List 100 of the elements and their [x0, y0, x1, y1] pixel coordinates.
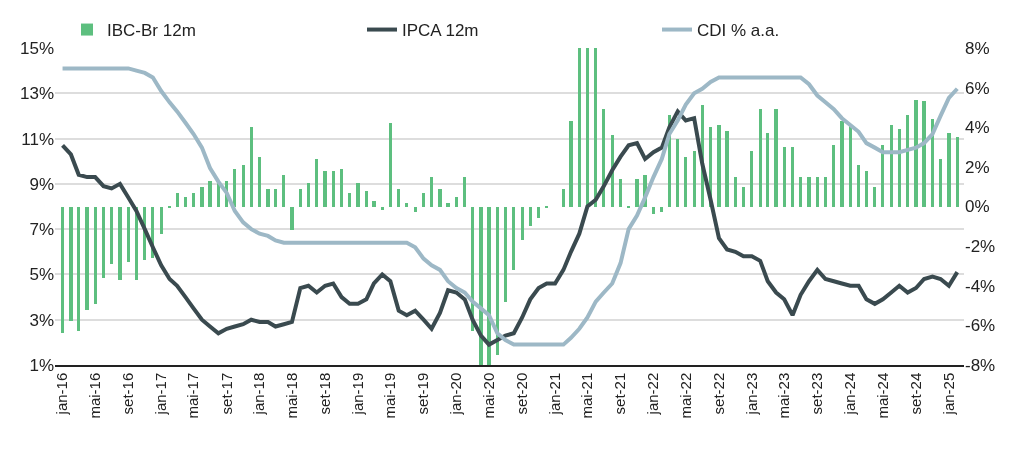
bar	[438, 189, 442, 207]
y2-tick-label: 2%	[965, 157, 990, 177]
bar	[774, 109, 778, 207]
x-tick-label: jan-17	[152, 372, 170, 416]
bar	[898, 129, 901, 207]
x-tick-label: jan-22	[644, 372, 662, 416]
bar	[676, 139, 679, 207]
bar	[422, 193, 425, 207]
bar	[537, 207, 540, 218]
y-tick-label: 11%	[21, 129, 54, 149]
y2-tick-label: -2%	[965, 237, 996, 257]
bar	[446, 203, 450, 207]
x-tick-label: mai-21	[578, 372, 596, 419]
bar	[94, 207, 97, 304]
bar	[282, 175, 285, 207]
bar	[430, 177, 433, 207]
bar	[266, 189, 270, 207]
bar	[61, 207, 64, 333]
bar	[906, 115, 909, 207]
bar	[832, 145, 835, 207]
bar	[562, 189, 565, 207]
bar	[110, 207, 113, 264]
bar	[865, 171, 868, 207]
bar	[127, 207, 130, 262]
bar	[602, 109, 605, 207]
bar	[504, 207, 507, 302]
y-tick-label: 9%	[29, 174, 54, 194]
bar	[799, 177, 802, 207]
bar	[742, 187, 745, 207]
bar	[487, 207, 491, 365]
bar	[759, 109, 762, 207]
bar	[77, 207, 80, 331]
bar	[200, 187, 204, 207]
bar	[85, 207, 89, 310]
x-tick-label: jan-25	[939, 372, 957, 416]
x-tick-label: set-19	[414, 372, 432, 415]
x-tick-label: jan-18	[250, 372, 268, 416]
bar	[184, 197, 187, 207]
bar	[160, 207, 163, 234]
bar	[290, 207, 294, 230]
bar	[807, 177, 811, 207]
bar	[857, 165, 860, 207]
bar	[118, 207, 122, 280]
bar	[783, 147, 786, 207]
y-tick-label: 1%	[29, 355, 54, 375]
y2-tick-label: 6%	[965, 78, 990, 98]
line-series	[60, 109, 960, 347]
bar	[405, 203, 408, 207]
bar	[381, 207, 384, 210]
bar	[635, 179, 639, 207]
bar	[569, 121, 573, 207]
y2-tick-label: 8%	[965, 38, 990, 58]
y2-tick-label: -4%	[965, 276, 996, 296]
bar	[824, 177, 827, 207]
bar	[791, 147, 794, 207]
bar	[348, 193, 351, 207]
line-series	[60, 66, 960, 347]
y-tick-label: 15%	[19, 38, 54, 58]
legend-label: CDI % a.a.	[697, 21, 780, 41]
bar	[356, 183, 360, 207]
bar	[479, 207, 483, 365]
bar	[496, 207, 499, 355]
bar	[299, 189, 302, 207]
y-tick-label: 5%	[29, 265, 54, 285]
x-tick-label: set-20	[513, 372, 531, 415]
y2-tick-label: 0%	[965, 197, 990, 217]
legend-label: IBC-Br 12m	[107, 21, 196, 41]
x-tick-label: set-16	[119, 372, 137, 415]
bar	[307, 183, 310, 207]
bar	[578, 48, 581, 207]
bar	[274, 189, 277, 207]
bar	[922, 101, 926, 207]
bar	[725, 131, 729, 207]
bar	[939, 159, 942, 207]
bar	[890, 125, 893, 207]
bar	[69, 207, 73, 321]
bar	[529, 207, 532, 226]
x-tick-label: jan-21	[545, 372, 563, 416]
x-tick-label: mai-22	[676, 372, 694, 419]
bar	[750, 151, 753, 207]
bar	[372, 201, 376, 207]
bar	[766, 133, 769, 207]
x-tick-label: mai-23	[775, 372, 793, 419]
y-tick-label: 7%	[29, 220, 54, 240]
bar	[521, 207, 524, 240]
x-tick-label: jan-19	[348, 372, 366, 416]
bar	[455, 197, 458, 207]
y-tick-label: 3%	[29, 310, 54, 330]
bar	[397, 189, 400, 207]
bar	[586, 48, 589, 207]
bar	[389, 123, 392, 207]
x-tick-label: set-21	[611, 372, 629, 415]
bar	[947, 133, 951, 207]
y2-tick-label: -6%	[965, 316, 996, 336]
x-tick-label: mai-16	[86, 372, 104, 419]
x-tick-label: jan-16	[53, 372, 71, 416]
bar	[956, 137, 959, 207]
bar	[365, 191, 368, 207]
bar	[717, 125, 721, 207]
bar	[931, 119, 934, 207]
